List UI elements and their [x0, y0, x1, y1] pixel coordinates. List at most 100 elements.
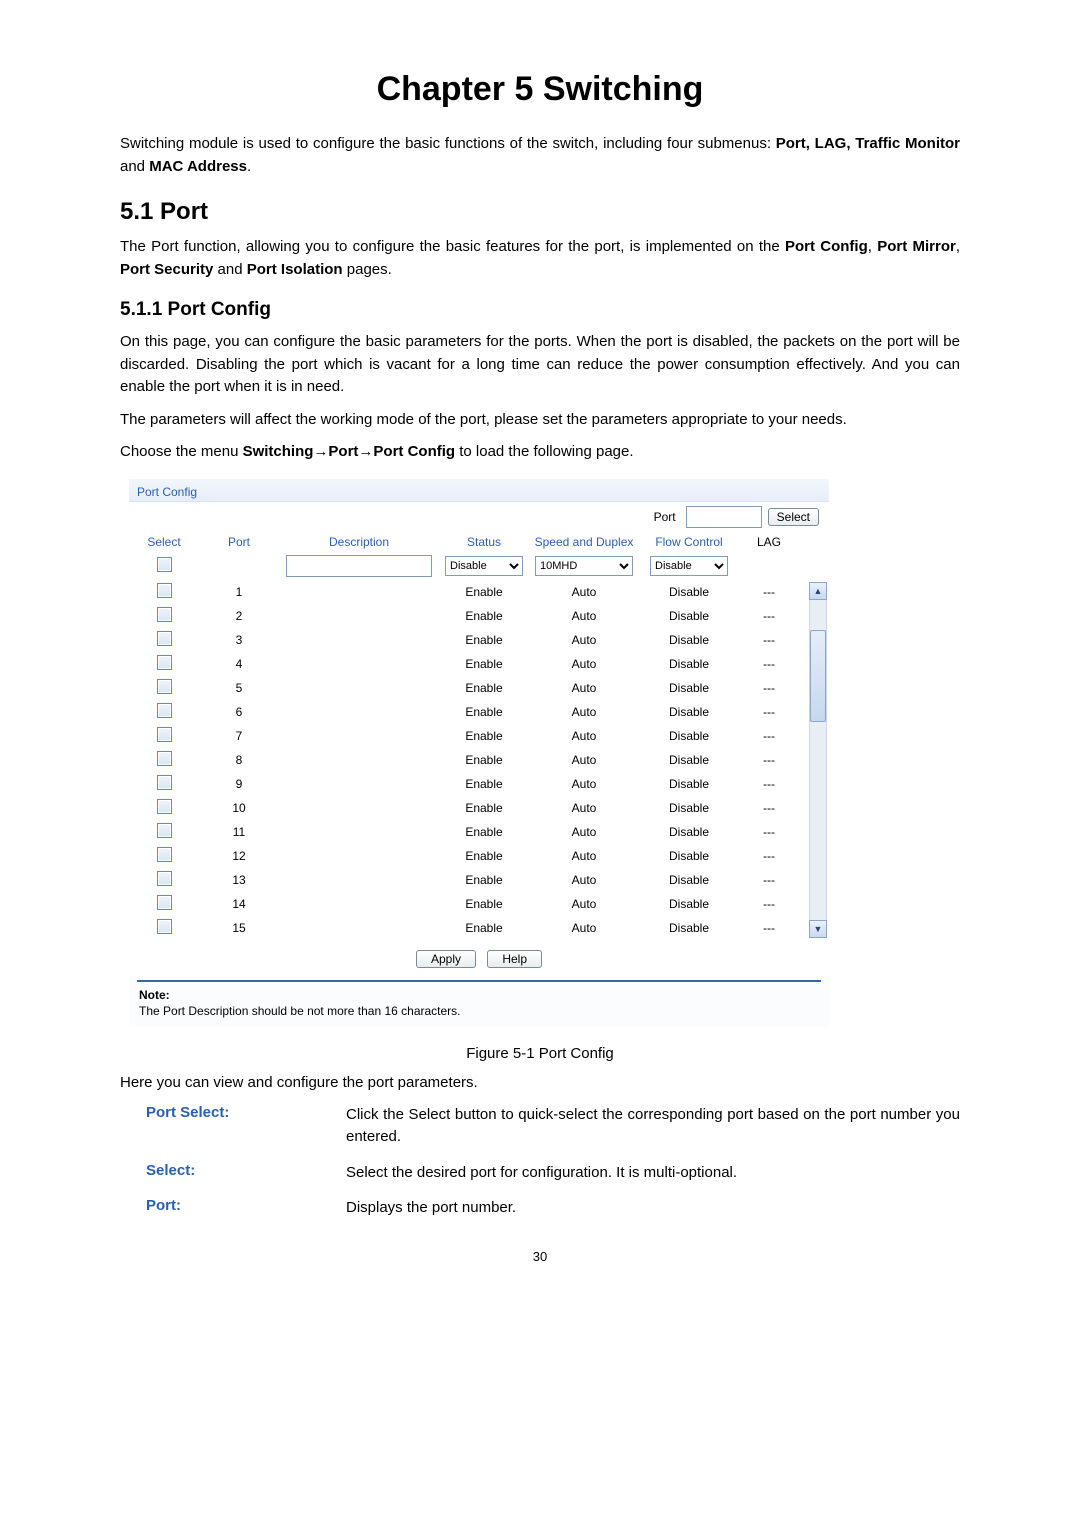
cell-status: Enable — [439, 920, 529, 936]
cell-flow: Disable — [639, 584, 739, 600]
row-checkbox[interactable] — [157, 871, 172, 886]
select-all-checkbox[interactable] — [157, 557, 172, 572]
cell-port: 6 — [199, 704, 279, 720]
cell-speed: Auto — [529, 704, 639, 720]
cell-port: 11 — [199, 824, 279, 840]
intro-text: Switching module is used to configure th… — [120, 133, 960, 178]
intro-and: and — [120, 158, 149, 175]
intro-bold-last: MAC Address — [149, 158, 247, 175]
table-header-row: Select Port Description Status Speed and… — [129, 532, 829, 552]
cell-speed: Auto — [529, 656, 639, 672]
cell-status: Enable — [439, 728, 529, 744]
speed-select[interactable]: 10MHD — [535, 556, 633, 576]
table-row: 14EnableAutoDisable--- — [129, 892, 829, 916]
row-checkbox[interactable] — [157, 847, 172, 862]
param-row: Select:Select the desired port for confi… — [146, 1162, 960, 1184]
hdr-description: Description — [279, 534, 439, 550]
hdr-lag: LAG — [739, 534, 799, 550]
port-p1-i: pages. — [343, 261, 392, 278]
cell-port: 2 — [199, 608, 279, 624]
cell-description — [279, 807, 439, 809]
apply-button[interactable]: Apply — [416, 950, 476, 968]
cell-lag: --- — [739, 656, 799, 672]
cell-description — [279, 831, 439, 833]
cell-speed: Auto — [529, 896, 639, 912]
port-p1-c: , — [868, 238, 877, 255]
port-p1-g: and — [213, 261, 246, 278]
cell-status: Enable — [439, 704, 529, 720]
scroll-track[interactable] — [809, 600, 827, 920]
cell-flow: Disable — [639, 680, 739, 696]
cell-speed: Auto — [529, 800, 639, 816]
scroll-down-button[interactable]: ▼ — [809, 920, 827, 938]
choose-a: Choose the menu — [120, 443, 243, 460]
cell-port: 9 — [199, 776, 279, 792]
table-row: 4EnableAutoDisable--- — [129, 652, 829, 676]
table-row: 3EnableAutoDisable--- — [129, 628, 829, 652]
chapter-title: Chapter 5 Switching — [120, 70, 960, 109]
cell-flow: Disable — [639, 728, 739, 744]
cell-status: Enable — [439, 824, 529, 840]
help-button[interactable]: Help — [487, 950, 542, 968]
select-button[interactable]: Select — [768, 508, 819, 526]
cell-description — [279, 903, 439, 905]
param-row: Port Select:Click the Select button to q… — [146, 1104, 960, 1148]
cell-description — [279, 663, 439, 665]
cell-lag: --- — [739, 848, 799, 864]
port-p1-a: The Port function, allowing you to confi… — [120, 238, 785, 255]
port-number-input[interactable] — [686, 506, 762, 528]
param-description: Select the desired port for configuratio… — [346, 1162, 960, 1184]
row-checkbox[interactable] — [157, 799, 172, 814]
row-checkbox[interactable] — [157, 679, 172, 694]
cell-speed: Auto — [529, 584, 639, 600]
scroll-up-button[interactable]: ▲ — [809, 582, 827, 600]
cell-port: 1 — [199, 584, 279, 600]
cell-flow: Disable — [639, 608, 739, 624]
choose-menu-text: Choose the menu Switching→Port→Port Conf… — [120, 441, 960, 464]
cell-flow: Disable — [639, 872, 739, 888]
cell-flow: Disable — [639, 920, 739, 936]
heading-port: 5.1 Port — [120, 198, 960, 226]
cell-port: 15 — [199, 920, 279, 936]
port-p1-h: Port Isolation — [247, 261, 343, 278]
figure-caption: Figure 5-1 Port Config — [120, 1045, 960, 1062]
row-checkbox[interactable] — [157, 895, 172, 910]
scroll-thumb[interactable] — [810, 630, 826, 722]
row-checkbox[interactable] — [157, 631, 172, 646]
table-row: 7EnableAutoDisable--- — [129, 724, 829, 748]
row-checkbox[interactable] — [157, 751, 172, 766]
cell-lag: --- — [739, 680, 799, 696]
row-checkbox[interactable] — [157, 703, 172, 718]
cell-flow: Disable — [639, 752, 739, 768]
cell-lag: --- — [739, 824, 799, 840]
cell-status: Enable — [439, 584, 529, 600]
cell-flow: Disable — [639, 824, 739, 840]
hdr-speed: Speed and Duplex — [529, 534, 639, 550]
row-checkbox[interactable] — [157, 919, 172, 934]
cell-status: Enable — [439, 680, 529, 696]
hdr-port: Port — [199, 534, 279, 550]
flow-select[interactable]: Disable — [650, 556, 728, 576]
table-row: 15EnableAutoDisable--- — [129, 916, 829, 940]
row-checkbox[interactable] — [157, 583, 172, 598]
cell-description — [279, 759, 439, 761]
control-row: Disable 10MHD Disable — [129, 552, 829, 580]
description-input[interactable] — [286, 555, 432, 577]
cell-description — [279, 927, 439, 929]
note-divider — [137, 980, 821, 982]
table-row: 10EnableAutoDisable--- — [129, 796, 829, 820]
cell-lag: --- — [739, 704, 799, 720]
cell-port: 4 — [199, 656, 279, 672]
table-row: 1EnableAutoDisable--- — [129, 580, 829, 604]
table-row: 13EnableAutoDisable--- — [129, 868, 829, 892]
table-row: 12EnableAutoDisable--- — [129, 844, 829, 868]
cell-status: Enable — [439, 896, 529, 912]
row-checkbox[interactable] — [157, 823, 172, 838]
status-select[interactable]: Disable — [445, 556, 523, 576]
row-checkbox[interactable] — [157, 727, 172, 742]
row-checkbox[interactable] — [157, 607, 172, 622]
cell-lag: --- — [739, 800, 799, 816]
row-checkbox[interactable] — [157, 655, 172, 670]
cell-lag: --- — [739, 872, 799, 888]
row-checkbox[interactable] — [157, 775, 172, 790]
